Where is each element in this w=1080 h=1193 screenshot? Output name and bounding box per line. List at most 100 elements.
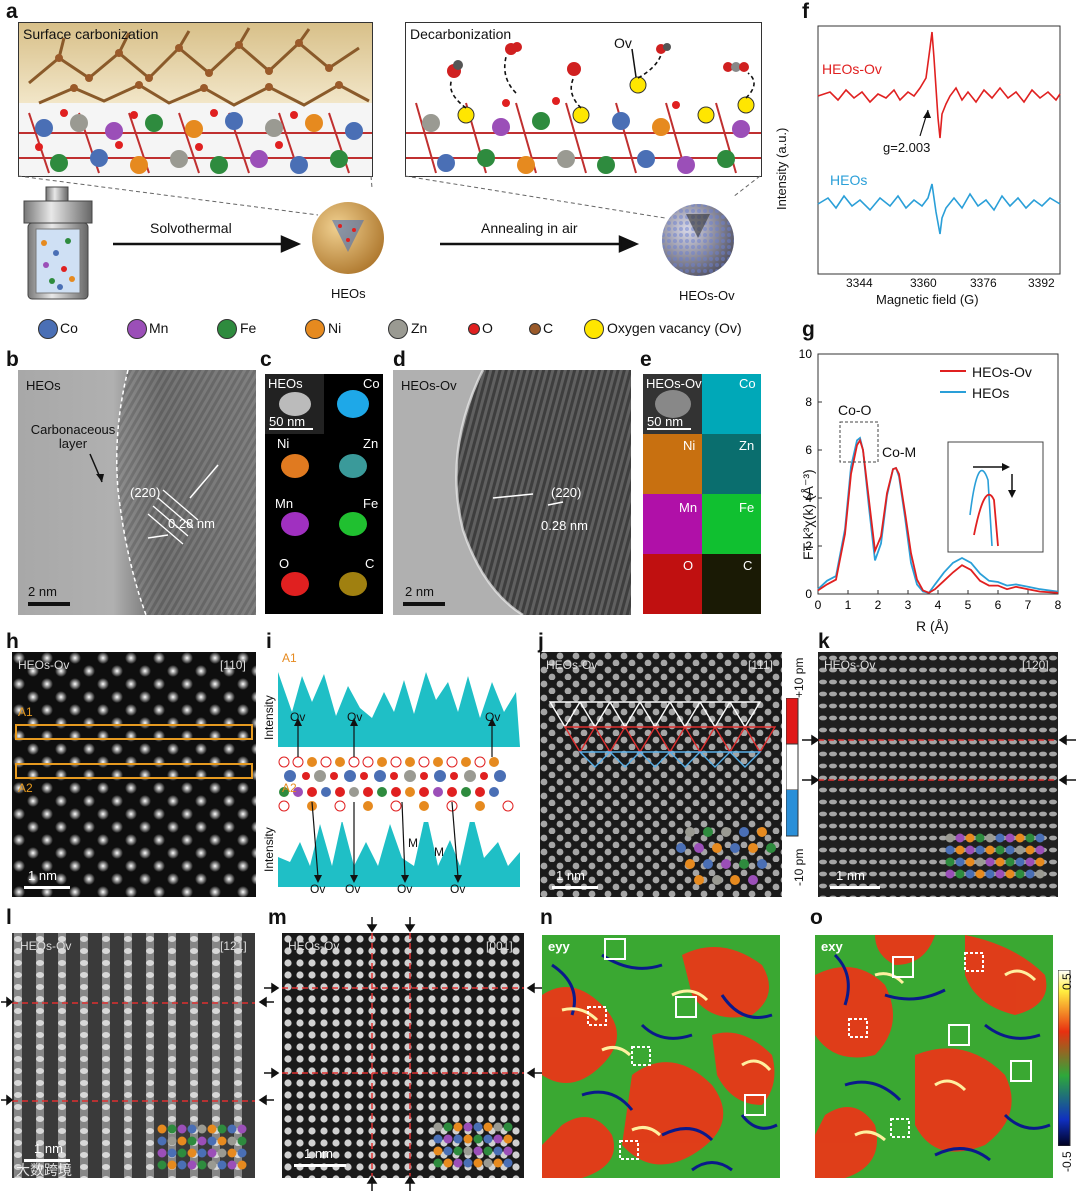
eds-heos-ov-zn: Zn (739, 438, 755, 453)
epr-ylabel: Intensity (a.u.) (774, 127, 789, 210)
exafs-ylabel: FT k³χ(k) (Å⁻³) (800, 469, 816, 560)
panel-label-f: f (802, 0, 809, 23)
eds-heos-co: Co (363, 376, 380, 391)
panel-label-a: a (6, 0, 18, 23)
exafs-xlabel: R (Å) (916, 618, 949, 634)
strain-eyy-label: eyy (548, 939, 570, 954)
epr-xtick: 3360 (910, 276, 937, 290)
eds-heos-sample: HEOs (268, 376, 303, 391)
profile-ov-label: Ov (347, 710, 363, 724)
profile-a1-label: A1 (282, 651, 297, 665)
legend-mn-label: Mn (149, 320, 169, 336)
panel-label-c: c (260, 348, 272, 371)
eds-heos-ov-co: Co (739, 376, 756, 391)
haadf-a2-label: A2 (18, 781, 33, 795)
panel-label-j: j (538, 630, 544, 653)
epr-spectrum (817, 25, 1061, 275)
decarbonization-title: Decarbonization (410, 26, 512, 42)
profile-intensity-bottom: Intensity (262, 827, 276, 872)
haadf-121-scale: 1 nm (34, 1141, 63, 1156)
exafs-series-heos (817, 436, 1059, 594)
exafs-xtick-label: 4 (935, 598, 942, 612)
exafs-xtick-label: 3 (905, 598, 912, 612)
m-row-col-arrows (264, 917, 542, 1191)
legend-o-label: O (482, 320, 493, 336)
epr-xtick: 3376 (970, 276, 997, 290)
heos-particle (312, 202, 384, 274)
heos-ov-particle (662, 204, 734, 276)
exafs-xtick-label: 1 (845, 598, 852, 612)
haadf-a1-label: A1 (18, 705, 33, 719)
eds-heos-mn: Mn (275, 496, 294, 511)
legend-co-marker (38, 319, 58, 339)
haadf-001-zone: [001] (486, 939, 513, 953)
eds-heos-zn: Zn (363, 436, 379, 451)
epr-xtick: 3344 (846, 276, 873, 290)
haadf-001-sample: HEOs-Ov (288, 939, 340, 953)
connector-lines (17, 175, 761, 253)
strain-colorbar-bottom: -0.5 (1060, 1151, 1074, 1172)
strain-map-exy: exy (815, 935, 1053, 1178)
surface-carbonization-title: Surface carbonization (23, 26, 159, 42)
exafs-tick-labels: 0 1 2 3 4 5 6 7 8 0 2 4 6 8 10 (799, 347, 1062, 612)
haadf-111-scale: 1 nm (556, 868, 585, 883)
haadf-111-image: HEOs-Ov [111] 1 nm (540, 652, 782, 897)
epr-xtick: 3392 (1028, 276, 1055, 290)
legend-zn-label: Zn (411, 320, 428, 336)
heos-ov-label: HEOs-Ov (679, 288, 735, 303)
haadf-110-scale: 1 nm (28, 868, 57, 883)
profile-m-label: M (434, 845, 444, 859)
panel-label-g: g (802, 318, 815, 341)
exafs-ytick-label: 0 (805, 587, 812, 601)
exafs-xtick-label: 8 (1055, 598, 1062, 612)
haadf-120-image: HEOs-Ov [120] 1 nm (818, 652, 1058, 897)
tem-heos-ov-plane: (220) (551, 485, 582, 500)
exafs-legend-heos: HEOs (972, 385, 1010, 401)
legend-c-marker (529, 323, 541, 335)
haadf-001-image: HEOs-Ov [001] 1 nm (282, 933, 524, 1178)
haadf-121-zone: [121] (220, 939, 247, 953)
eds-heos-fe: Fe (363, 496, 379, 511)
epr-xlabel: Magnetic field (G) (876, 292, 979, 307)
colorbar-top-label: +10 pm (792, 657, 806, 698)
panel-label-o: o (810, 906, 823, 929)
epr-heos-ov-line (817, 31, 1061, 139)
tem-heos-ov-image: HEOs-Ov (220) 0.28 nm 2 nm (393, 370, 631, 615)
legend-ni-label: Ni (328, 320, 342, 336)
strain-colorbar-top: 0.5 (1060, 973, 1074, 990)
exafs-xtick-label: 7 (1025, 598, 1032, 612)
l-row-arrows (1, 996, 274, 1106)
exafs-xtick-label: 6 (995, 598, 1002, 612)
displacement-colorbar (786, 698, 799, 837)
eds-heos-o: O (279, 556, 290, 571)
panel-label-m: m (268, 906, 287, 929)
eds-heos-maps: HEOs 50 nm Co Ni Zn Mn Fe O C (265, 374, 383, 614)
legend-ni-marker (305, 319, 325, 339)
haadf-110-image: HEOs-Ov [110] A1 A2 1 nm (12, 652, 256, 897)
panel-label-i: i (266, 630, 272, 653)
haadf-121-sample: HEOs-Ov (20, 939, 72, 953)
exafs-chart: 0 1 2 3 4 5 6 7 8 0 2 4 6 8 10 (799, 347, 1062, 612)
eds-heos-scale: 50 nm (269, 414, 306, 429)
exafs-ytick-label: 10 (799, 347, 813, 361)
carbonaceous-layer-label: Carbonaceous layer (30, 422, 116, 451)
legend-co-label: Co (60, 320, 78, 336)
profile-ov-label: Ov (450, 882, 466, 896)
tem-heos-image: HEOs Carbonaceous layer (220) 0.28 nm 2 … (18, 370, 256, 615)
profile-ov-label: Ov (397, 882, 413, 896)
heos-label: HEOs (331, 286, 366, 301)
legend-c-label: C (543, 320, 554, 336)
haadf-110-zone: [110] (220, 658, 246, 672)
ov-label: Ov (614, 35, 632, 51)
exafs-series-heos-ov (817, 438, 1059, 594)
legend-ov-label: Oxygen vacancy (Ov) (607, 320, 742, 336)
colorbar-bottom-label: -10 pm (792, 848, 806, 886)
exafs-inset (947, 441, 1044, 553)
exafs-legend-heos-ov-swatch (940, 370, 966, 372)
decarbonization-structure-art (406, 42, 761, 174)
annealing-label: Annealing in air (481, 220, 578, 236)
tem-heos-plane: (220) (130, 485, 161, 500)
panel-label-k: k (818, 630, 830, 653)
haadf-001-scale: 1 nm (304, 1146, 333, 1161)
exafs-axes (817, 353, 1059, 595)
